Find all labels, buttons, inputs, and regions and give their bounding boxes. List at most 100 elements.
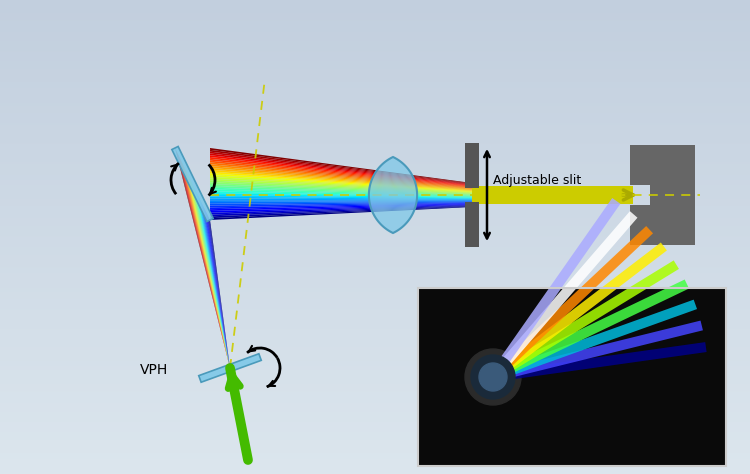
Polygon shape: [210, 184, 472, 196]
Polygon shape: [194, 188, 230, 368]
Polygon shape: [210, 203, 472, 211]
Polygon shape: [209, 218, 230, 368]
Polygon shape: [175, 148, 230, 368]
Polygon shape: [210, 159, 472, 187]
Polygon shape: [209, 217, 230, 368]
Polygon shape: [184, 166, 230, 368]
Polygon shape: [182, 161, 230, 368]
Polygon shape: [204, 208, 230, 368]
Polygon shape: [210, 199, 472, 201]
Polygon shape: [210, 201, 472, 204]
Polygon shape: [210, 177, 472, 193]
Polygon shape: [630, 145, 695, 245]
Polygon shape: [200, 200, 230, 368]
Polygon shape: [489, 211, 638, 380]
Polygon shape: [210, 203, 472, 209]
Polygon shape: [210, 190, 472, 197]
Polygon shape: [176, 150, 230, 368]
Polygon shape: [190, 181, 230, 368]
Polygon shape: [188, 175, 230, 368]
Polygon shape: [210, 172, 472, 191]
Polygon shape: [201, 202, 230, 368]
Circle shape: [465, 349, 521, 405]
Polygon shape: [210, 205, 472, 215]
Polygon shape: [210, 182, 472, 195]
Polygon shape: [210, 166, 472, 190]
Text: Adjustable slit: Adjustable slit: [493, 173, 581, 186]
Polygon shape: [490, 260, 679, 381]
Polygon shape: [210, 173, 472, 192]
Polygon shape: [210, 150, 472, 184]
Polygon shape: [210, 186, 472, 196]
Polygon shape: [184, 168, 230, 368]
Polygon shape: [185, 170, 230, 368]
Polygon shape: [198, 195, 230, 368]
Polygon shape: [210, 205, 472, 217]
Polygon shape: [210, 206, 472, 220]
Polygon shape: [210, 204, 472, 213]
Polygon shape: [206, 213, 230, 368]
Polygon shape: [210, 155, 472, 186]
Polygon shape: [189, 177, 230, 368]
Polygon shape: [210, 170, 472, 191]
Polygon shape: [210, 195, 472, 199]
Polygon shape: [369, 157, 417, 233]
Polygon shape: [205, 209, 230, 368]
Polygon shape: [210, 206, 472, 218]
Polygon shape: [188, 173, 230, 368]
Polygon shape: [490, 280, 689, 382]
Polygon shape: [196, 193, 230, 368]
Polygon shape: [210, 193, 472, 199]
Polygon shape: [210, 163, 472, 188]
Polygon shape: [210, 200, 472, 202]
Polygon shape: [210, 161, 472, 188]
Polygon shape: [200, 199, 230, 368]
Polygon shape: [178, 154, 230, 368]
Polygon shape: [210, 157, 472, 187]
Polygon shape: [190, 179, 230, 368]
Polygon shape: [210, 148, 472, 183]
Polygon shape: [196, 191, 230, 368]
Polygon shape: [195, 190, 230, 368]
Polygon shape: [210, 181, 472, 194]
Polygon shape: [489, 198, 620, 380]
Polygon shape: [183, 164, 230, 368]
Polygon shape: [465, 143, 479, 188]
Polygon shape: [418, 288, 726, 466]
Polygon shape: [199, 354, 261, 382]
Polygon shape: [210, 202, 472, 208]
Polygon shape: [178, 155, 230, 368]
Polygon shape: [210, 191, 472, 198]
Polygon shape: [210, 175, 472, 192]
Polygon shape: [210, 188, 472, 197]
Polygon shape: [182, 163, 230, 368]
Polygon shape: [492, 320, 703, 382]
Polygon shape: [180, 159, 230, 368]
Polygon shape: [177, 152, 230, 368]
Polygon shape: [186, 172, 230, 368]
Polygon shape: [472, 186, 633, 204]
Circle shape: [471, 355, 515, 399]
Polygon shape: [193, 184, 230, 368]
Polygon shape: [465, 202, 479, 247]
Polygon shape: [492, 342, 706, 382]
Polygon shape: [199, 197, 230, 368]
Polygon shape: [206, 211, 230, 368]
Polygon shape: [210, 201, 472, 206]
Polygon shape: [210, 179, 472, 194]
Polygon shape: [490, 226, 653, 381]
Polygon shape: [210, 168, 472, 190]
Polygon shape: [194, 186, 230, 368]
Polygon shape: [203, 206, 230, 368]
Circle shape: [479, 363, 507, 391]
Polygon shape: [179, 157, 230, 368]
Polygon shape: [210, 164, 472, 189]
Polygon shape: [172, 146, 213, 221]
Polygon shape: [491, 300, 697, 382]
Polygon shape: [210, 152, 472, 185]
Polygon shape: [210, 197, 472, 200]
Polygon shape: [210, 154, 472, 185]
Polygon shape: [490, 243, 667, 381]
Polygon shape: [192, 182, 230, 368]
Polygon shape: [207, 215, 230, 368]
